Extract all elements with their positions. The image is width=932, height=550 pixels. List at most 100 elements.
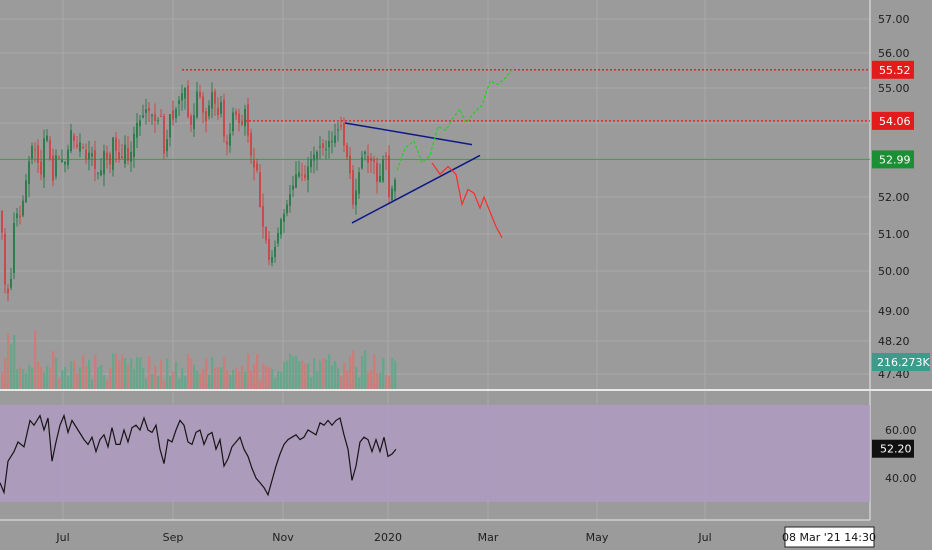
candle-body [28,161,30,185]
time-axis[interactable]: Jul Sep Nov 2020 Mar May Jul [55,531,711,544]
candle-body [112,137,114,170]
volume-bar [340,375,343,389]
volume-bar [295,356,298,389]
volume-bar [202,369,205,389]
candle-body [1,210,3,233]
rsi-band [0,405,870,502]
candle-body [199,91,201,97]
volume-bar [118,360,121,389]
volume-bar [31,367,34,389]
volume-bar [238,371,241,389]
price-tick-label: 50.00 [878,265,910,278]
volume-bar [85,366,88,389]
candle-body [256,163,258,171]
candle-body [97,172,99,174]
candle-body [130,151,132,162]
price-tick-label: 47.40 [878,368,910,381]
price-tag [872,150,914,169]
volume-bar [388,375,391,389]
volume-bar [22,369,25,389]
candle-body [262,206,264,227]
candle-body [295,174,297,188]
candle-body [91,153,93,157]
candle-body [172,110,174,120]
volume-bar [313,358,316,389]
volume-bar [148,356,151,389]
candle-body [298,172,300,177]
candle-body [106,152,108,159]
candle-body [190,115,192,125]
candle-body [139,120,141,127]
volume-bar [328,354,331,389]
candle-body [358,172,360,194]
volume-bar [277,370,280,389]
volume-bar [259,380,262,389]
candle-body [373,159,375,162]
volume-bar [142,367,145,389]
candle-body [67,149,69,165]
volume-bar [55,358,58,389]
volume-bar [199,373,202,389]
volume-bar [220,367,223,389]
candle-body [34,149,36,151]
candle-body [142,115,144,118]
candle-body [148,107,150,112]
candle-body [16,213,18,219]
volume-bar [109,367,112,389]
candle-body [79,142,81,152]
volume-bar [100,364,103,389]
time-tick-label: Jul [697,531,711,544]
volume-tag [872,353,930,371]
volume-bar [106,380,109,389]
volume-bar [217,367,220,389]
volume-bar [151,373,154,389]
volume-bar [157,376,160,389]
volume-bar [184,375,187,389]
volume-bar [319,360,322,389]
candle-body [379,176,381,183]
volume-bar [1,371,4,389]
volume-bar [298,361,301,389]
price-axis[interactable]: 57.0056.0055.0054.0053.0052.0051.0050.00… [872,13,930,485]
candle-body [160,115,162,117]
volume-bar [349,356,352,389]
volume-bar [241,365,244,389]
candle-body [133,133,135,158]
candle-body [355,190,357,206]
volume-bar [256,353,259,389]
volume-bar [61,370,64,389]
volume-bar [16,369,19,389]
candle-body [166,139,168,152]
volume-bar [346,370,349,389]
candles [1,80,396,301]
candle-body [202,96,204,113]
candle-body [331,141,333,143]
volume-bar [193,364,196,389]
time-tick-label: 2020 [374,531,402,544]
price-tick-label: 57.00 [878,13,910,26]
candle-body [85,149,87,159]
candle-body [343,122,345,146]
volume-bar [58,378,61,389]
candle-body [196,91,198,118]
candle-body [115,137,117,151]
volume-bar [49,367,52,389]
candle-body [385,155,387,158]
volume-bar [208,374,211,389]
candle-body [13,222,15,274]
candle-body [217,107,219,116]
candle-body [40,161,42,175]
volume-bar [40,366,43,389]
candle-body [214,91,216,104]
candle-body [100,170,102,176]
candle-body [70,130,72,152]
candle-body [4,233,6,285]
candle-body [340,125,342,127]
volume-bar [52,351,55,389]
candle-body [289,194,291,206]
volume-bar [361,355,364,389]
volume-bar [13,334,16,389]
volume-bar [250,371,253,389]
volume-bar [325,359,328,389]
volume-bar [88,359,91,389]
